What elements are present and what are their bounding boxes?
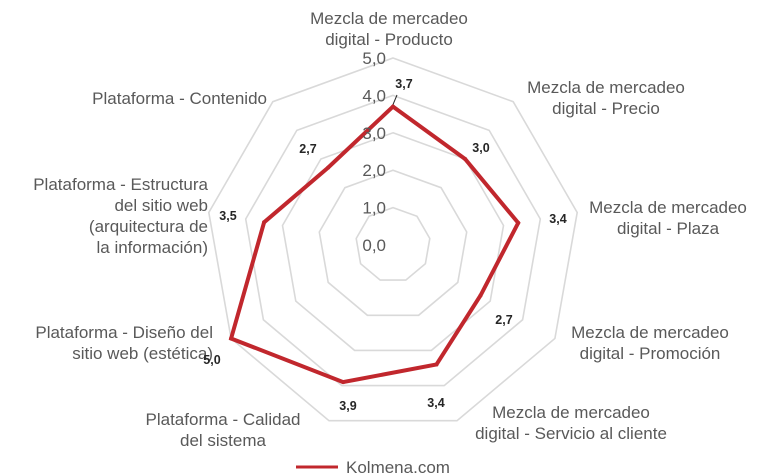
tick-label: 2,0 (362, 161, 386, 180)
data-labels: 3,7 3,0 3,4 2,7 3,4 3,9 5,0 3,5 2,7 (203, 77, 566, 413)
category-labels: Mezcla de mercadeo digital - Producto Mezc… (33, 9, 747, 450)
category-label: Mezcla de mercadeo digital - Servicio al … (475, 403, 667, 443)
data-point (434, 362, 439, 367)
category-label: Plataforma - Diseño del sitio web (estéti… (35, 323, 213, 363)
data-point (516, 220, 521, 225)
grid-ring-4 (244, 94, 542, 387)
data-point (326, 165, 331, 170)
category-label: Mezcla de mercadeo digital - Producto (310, 9, 468, 49)
tick-label: 1,0 (362, 199, 386, 218)
category-label: Mezcla de mercadeo digital - Plaza (589, 198, 747, 238)
radar-grid (207, 57, 579, 422)
data-point (463, 157, 468, 161)
category-label: Plataforma - Estructura del sitio web (arq… (33, 175, 208, 257)
data-point (341, 380, 346, 385)
data-label-leader (392, 94, 398, 105)
legend: Kolmena.com (296, 458, 450, 475)
legend-label: Kolmena.com (346, 458, 450, 475)
data-label: 2,7 (299, 142, 316, 156)
data-point (262, 220, 267, 225)
data-point (229, 336, 234, 341)
data-label: 3,0 (472, 141, 489, 155)
category-label: Mezcla de mercadeo digital - Promoción (571, 323, 729, 363)
category-label: Plataforma - Contenido (92, 89, 267, 108)
tick-label: 5,0 (362, 49, 386, 68)
category-label: Plataforma - Calidad del sistema (146, 410, 301, 450)
tick-labels: 0,0 1,0 2,0 3,0 4,0 5,0 (362, 49, 386, 255)
category-label: Mezcla de mercadeo digital - Precio (527, 78, 685, 118)
data-label: 3,4 (549, 212, 566, 226)
grid-ring-5 (207, 57, 579, 422)
data-label: 3,4 (427, 396, 444, 410)
data-point (391, 104, 395, 109)
series-line-0 (228, 104, 521, 385)
grid-ring-1 (355, 206, 431, 281)
grid-ring-2 (318, 169, 468, 317)
data-label: 5,0 (203, 353, 220, 367)
data-label: 3,9 (339, 399, 356, 413)
tick-label: 3,0 (362, 124, 386, 143)
data-label: 3,7 (395, 77, 412, 91)
tick-label: 4,0 (362, 86, 386, 105)
data-point (478, 293, 483, 298)
data-label: 2,7 (495, 313, 512, 327)
data-label: 3,5 (219, 209, 236, 223)
tick-label: 0,0 (362, 236, 386, 255)
series-group (228, 104, 521, 385)
